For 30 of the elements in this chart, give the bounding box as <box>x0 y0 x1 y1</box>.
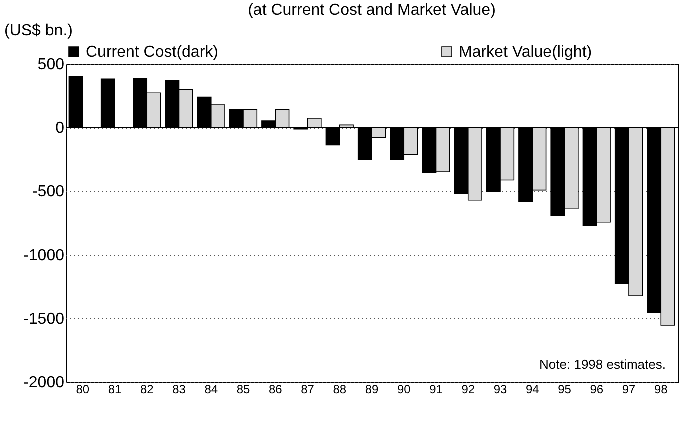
x-tick-label: 87 <box>301 382 315 396</box>
x-tick-label: 88 <box>333 382 347 396</box>
y-tick-label: 0 <box>56 120 65 138</box>
y-axis-title: (US$ bn.) <box>4 22 73 40</box>
x-tick-label: 96 <box>590 382 604 396</box>
y-tick-label: 500 <box>38 56 65 74</box>
legend-label: Market Value(light) <box>459 44 592 61</box>
legend-label: Current Cost(dark) <box>86 44 218 61</box>
x-tick-label: 92 <box>462 382 476 396</box>
x-tick-label: 89 <box>365 382 379 396</box>
x-tick-label: 90 <box>397 382 412 396</box>
x-tick-label: 91 <box>430 382 444 396</box>
chart-title: (at Current Cost and Market Value) <box>248 2 496 19</box>
x-tick-label: 94 <box>526 382 540 396</box>
x-tick-label: 81 <box>108 382 122 396</box>
x-tick-label: 95 <box>558 382 572 396</box>
x-tick-label: 85 <box>236 382 250 396</box>
y-tick-label: -1500 <box>24 310 65 328</box>
y-tick-label: -500 <box>32 184 65 201</box>
x-tick-label: 93 <box>494 382 508 396</box>
y-tick-label: -1000 <box>24 247 65 264</box>
x-tick-label: 83 <box>172 382 186 396</box>
annotation: Note: 1998 estimates. <box>540 357 666 372</box>
y-tick-label: -2000 <box>24 374 65 392</box>
x-tick-label: 98 <box>654 382 668 396</box>
x-tick-label: 84 <box>204 382 218 396</box>
x-tick-label: 82 <box>140 382 154 396</box>
x-tick-label: 80 <box>76 382 90 396</box>
x-tick-label: 97 <box>622 382 636 396</box>
x-tick-label: 86 <box>268 382 283 396</box>
